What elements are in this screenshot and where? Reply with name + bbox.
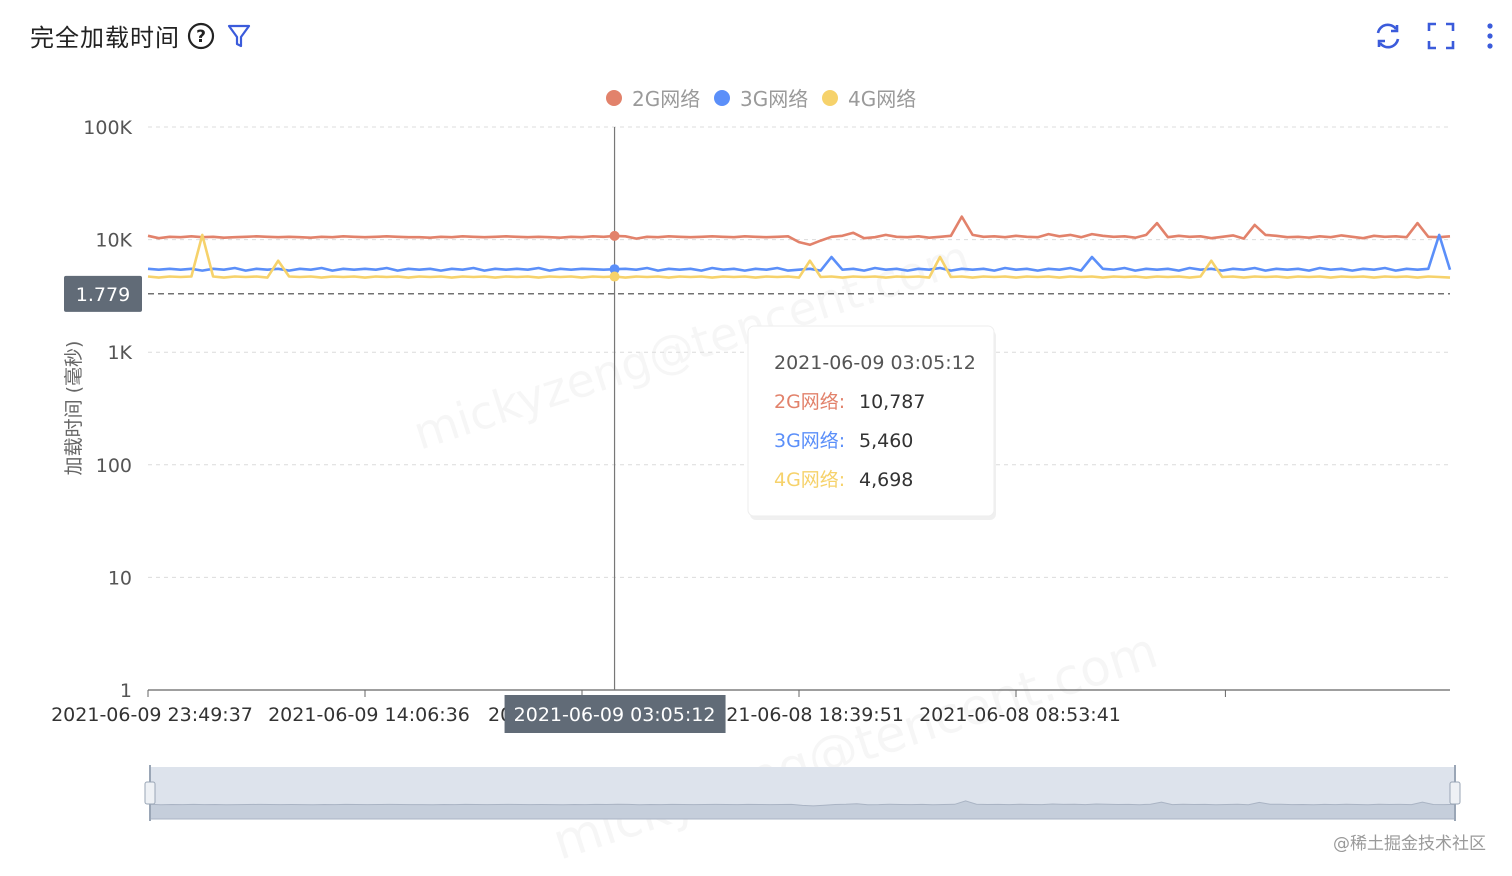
svg-text:?: ? (196, 27, 206, 47)
legend-marker[interactable] (606, 90, 622, 106)
legend-label[interactable]: 4G网络 (848, 87, 916, 111)
y-axis-title: 加载时间 (毫秒) (63, 341, 85, 476)
y-tick-label: 100 (96, 455, 132, 477)
y-tick-label: 10K (95, 230, 132, 252)
y-tick-label: 1K (107, 342, 132, 364)
tooltip-box (747, 325, 995, 517)
line-chart: mickyzeng@tencent.commickyzeng@tencent.c… (51, 87, 1461, 871)
reference-label-box (64, 275, 142, 312)
series-line (147, 233, 1451, 279)
legend-label[interactable]: 3G网络 (740, 87, 808, 111)
filter-icon[interactable] (226, 22, 252, 50)
fullscreen-icon[interactable] (1425, 20, 1457, 52)
x-tick-label: 2021-06-09 23:49:37 (51, 704, 253, 726)
refresh-icon[interactable] (1372, 20, 1404, 52)
panel-header: 完全加载时间 ? (0, 0, 1512, 70)
x-tick-label: 2021-06-09 14:06:36 (268, 704, 470, 726)
series-line (147, 215, 1451, 247)
y-tick-label: 1 (120, 680, 132, 702)
tooltip-series-name: 3G网络: (774, 430, 845, 452)
legend-label[interactable]: 2G网络 (632, 87, 700, 111)
series-line (147, 233, 1452, 272)
tooltip-series-name: 4G网络: (774, 469, 845, 491)
tooltip-series-name: 2G网络: (774, 391, 845, 413)
zoom-handle-left[interactable] (144, 781, 156, 805)
crosshair-point (609, 271, 620, 282)
crosshair-x-label: 2021-06-09 03:05:12 (514, 704, 716, 726)
legend-marker[interactable] (714, 90, 730, 106)
zoom-slider-preview (149, 800, 1456, 820)
y-tick-label: 100K (83, 117, 132, 139)
crosshair-point (609, 264, 620, 275)
x-tick-label: 2021-06-08 18:39:51 (702, 704, 904, 726)
y-tick-label: 10 (108, 567, 132, 589)
legend-marker[interactable] (822, 90, 838, 106)
x-tick-label: 2021-06-08 08:53:41 (919, 704, 1121, 726)
tooltip-series-value: 10,787 (859, 391, 925, 413)
tooltip-series-value: 4,698 (859, 469, 913, 491)
more-icon[interactable] (1474, 20, 1506, 52)
crosshair-point (609, 230, 620, 241)
zoom-handle-right[interactable] (1449, 781, 1461, 805)
panel-title: 完全加载时间 (30, 24, 180, 52)
tooltip-time: 2021-06-09 03:05:12 (774, 352, 976, 374)
watermark-text: mickyzeng@tencent.com (546, 621, 1165, 871)
crosshair-x-label-box (504, 695, 726, 733)
help-icon[interactable]: ? (187, 22, 215, 50)
reference-label: 1.779 (76, 284, 130, 306)
watermark-credit: @稀土掘金技术社区 (1333, 834, 1486, 854)
tooltip-series-value: 5,460 (859, 430, 913, 452)
